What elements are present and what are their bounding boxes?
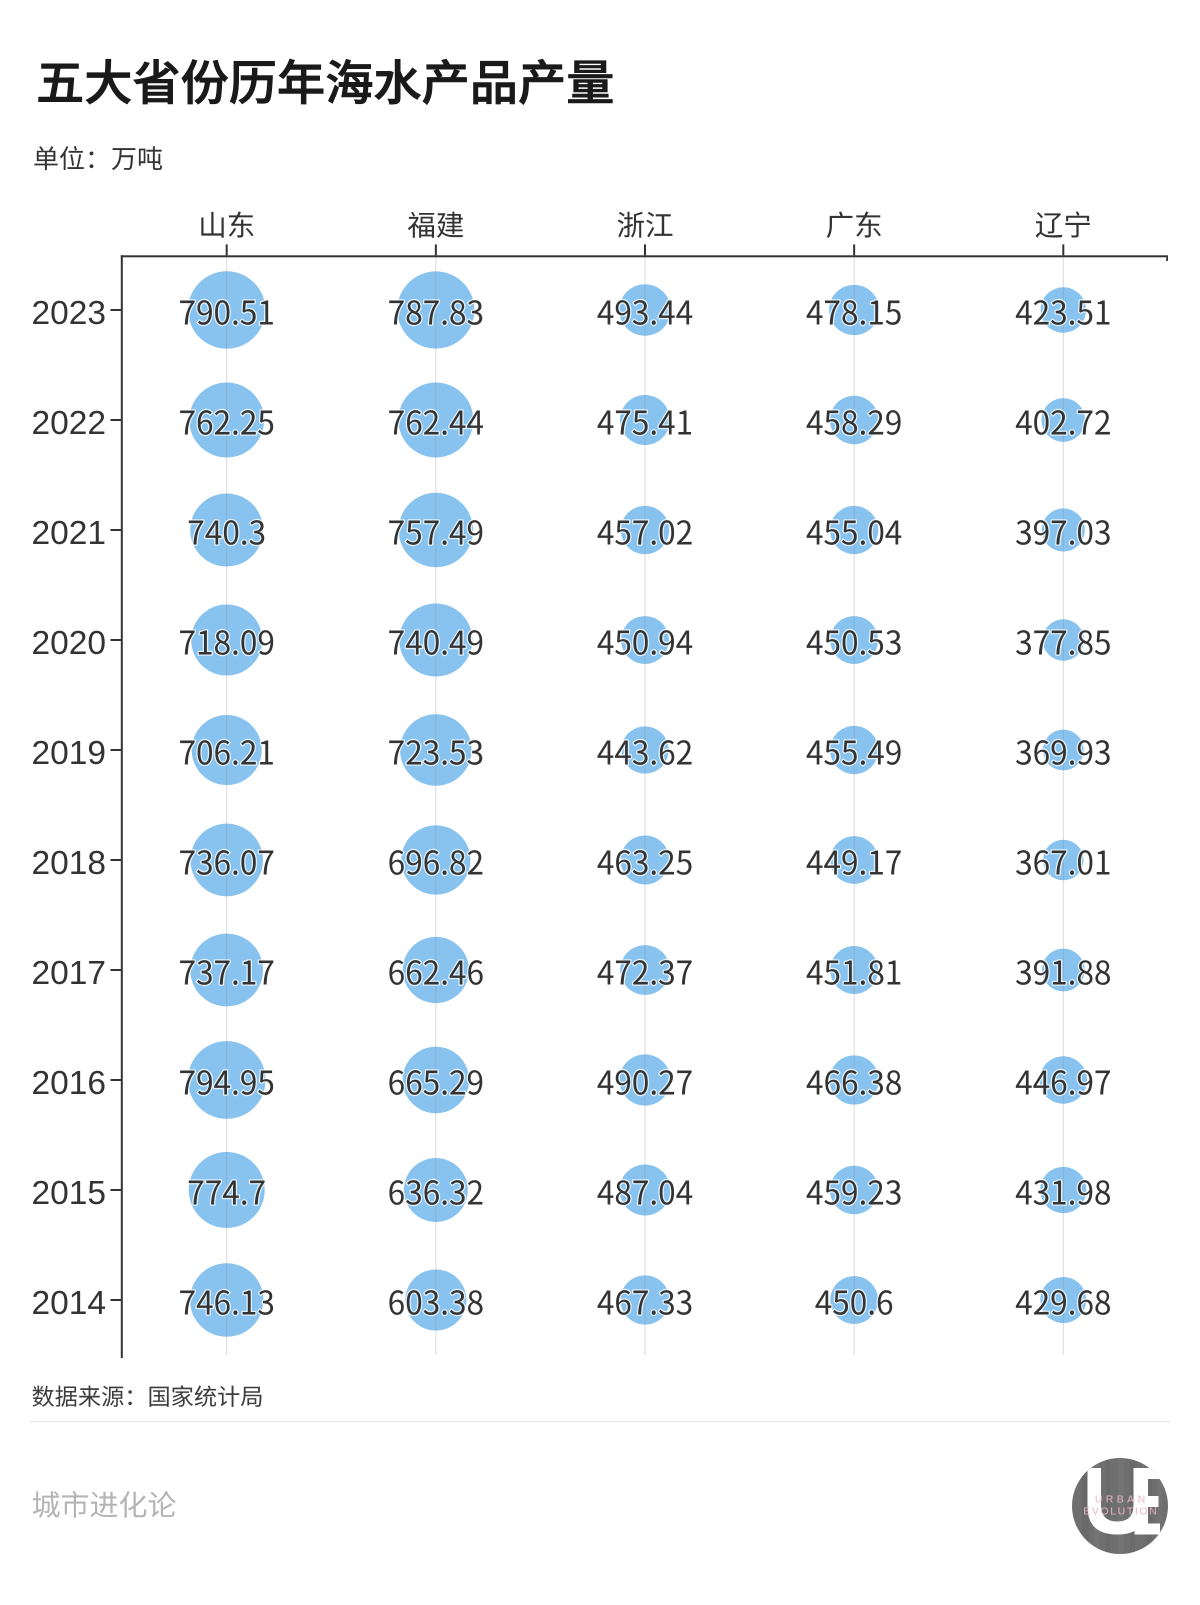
- svg-text:2016: 2016: [31, 1065, 106, 1102]
- svg-text:2019: 2019: [31, 735, 106, 772]
- svg-text:2015: 2015: [31, 1175, 106, 1212]
- svg-text:2018: 2018: [31, 845, 106, 882]
- svg-text:2020: 2020: [31, 625, 106, 662]
- svg-text:2017: 2017: [31, 955, 106, 992]
- svg-text:EVOLUTION: EVOLUTION: [1083, 1506, 1158, 1518]
- svg-text:URBAN: URBAN: [1095, 1494, 1149, 1506]
- svg-text:2014: 2014: [31, 1285, 106, 1322]
- svg-text:2023: 2023: [31, 295, 106, 332]
- svg-text:2022: 2022: [31, 405, 106, 442]
- svg-text:2021: 2021: [31, 515, 106, 552]
